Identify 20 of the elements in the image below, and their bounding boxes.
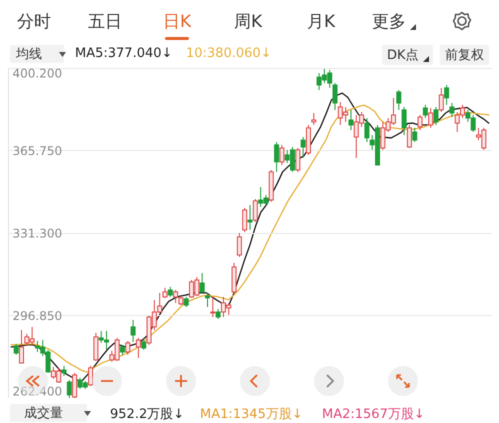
text: 日K xyxy=(163,11,192,33)
text: 10:380.060↓ xyxy=(186,46,272,61)
text: 更多 xyxy=(372,11,406,33)
text: MA5:377.040↓ xyxy=(75,46,172,61)
text: 月K xyxy=(307,11,336,33)
y-tick-label: 331.300 xyxy=(12,226,62,240)
y-tick-label: 400.200 xyxy=(12,66,62,80)
text: 均线 xyxy=(10,45,64,63)
text: 周K xyxy=(234,11,262,33)
text: 952.2万股↓ xyxy=(110,406,184,423)
text: DK点 xyxy=(382,45,433,65)
y-tick-label: 365.750 xyxy=(12,144,62,158)
text: 成交量 xyxy=(10,404,87,422)
y-tick-label: 262.400 xyxy=(12,384,62,398)
text: 五日 xyxy=(88,11,122,33)
y-tick-label: 296.850 xyxy=(12,309,62,323)
text: 分时 xyxy=(17,11,51,33)
text: 前复权 xyxy=(440,45,489,65)
text: MA2:1567万股↓ xyxy=(322,406,425,423)
text: MA1:1345万股↓ xyxy=(200,406,303,423)
